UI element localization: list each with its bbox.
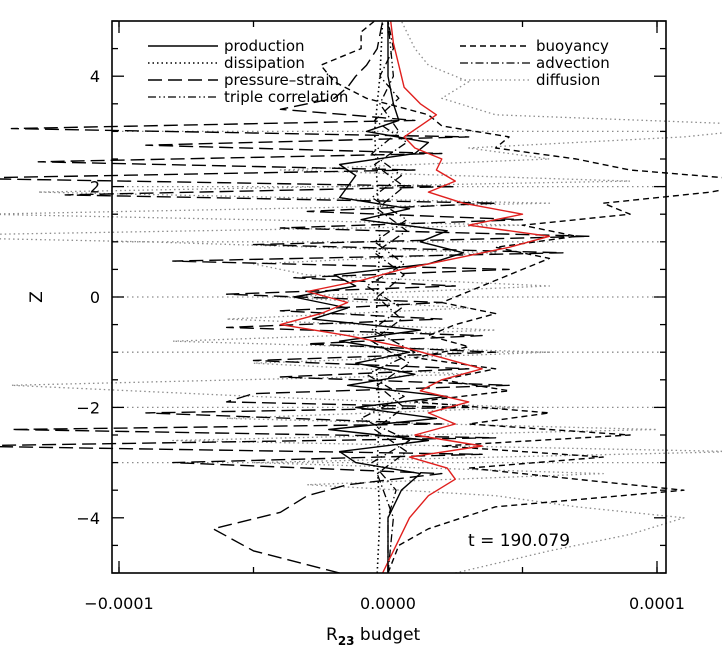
y-tick-label-0: −4 xyxy=(76,509,100,528)
time-annotation: t = 190.079 xyxy=(468,531,570,551)
x-axis-label-main: R xyxy=(326,625,338,645)
x-axis-label-subscript: 23 xyxy=(338,634,355,648)
legend-label-pressure-strain: pressure–strain xyxy=(224,71,339,89)
legend-label-diffusion: diffusion xyxy=(536,71,600,89)
y-tick-label-3: 2 xyxy=(90,178,100,197)
legend-label-dissipation: dissipation xyxy=(224,54,305,72)
x-tick-label-2: 0.0000 xyxy=(360,594,416,613)
y-axis-label: Z xyxy=(27,291,47,303)
y-tick-label-1: −2 xyxy=(76,398,100,417)
gridlines xyxy=(112,130,666,464)
triple-correlation-series-line xyxy=(360,20,416,573)
y-tick-label-2: 0 xyxy=(90,288,100,307)
legend-label-advection: advection xyxy=(536,54,610,72)
y-tick-label-4: 4 xyxy=(90,67,100,86)
x-axis-label-suffix: budget xyxy=(355,625,421,645)
legend-label-triple-correlation: triple correlation xyxy=(224,88,348,106)
pressure-strain-series-line xyxy=(0,20,591,574)
x-tick-label-1: −0.0001 xyxy=(84,594,153,613)
x-axis-label: R23 budget xyxy=(326,625,421,648)
legend-label-buoyancy: buoyancy xyxy=(536,37,609,55)
dissipation-series-line xyxy=(373,20,384,574)
buoyancy-series-line xyxy=(320,20,722,574)
diffusion-series-line xyxy=(0,20,722,574)
red-series-line xyxy=(279,20,551,574)
advection-series-line xyxy=(371,20,411,574)
x-tick-label-3: 0.0001 xyxy=(629,594,685,613)
series-lines xyxy=(0,20,722,574)
legend: productiondissipationpressure–straintrip… xyxy=(148,37,610,106)
legend-label-production: production xyxy=(224,37,305,55)
